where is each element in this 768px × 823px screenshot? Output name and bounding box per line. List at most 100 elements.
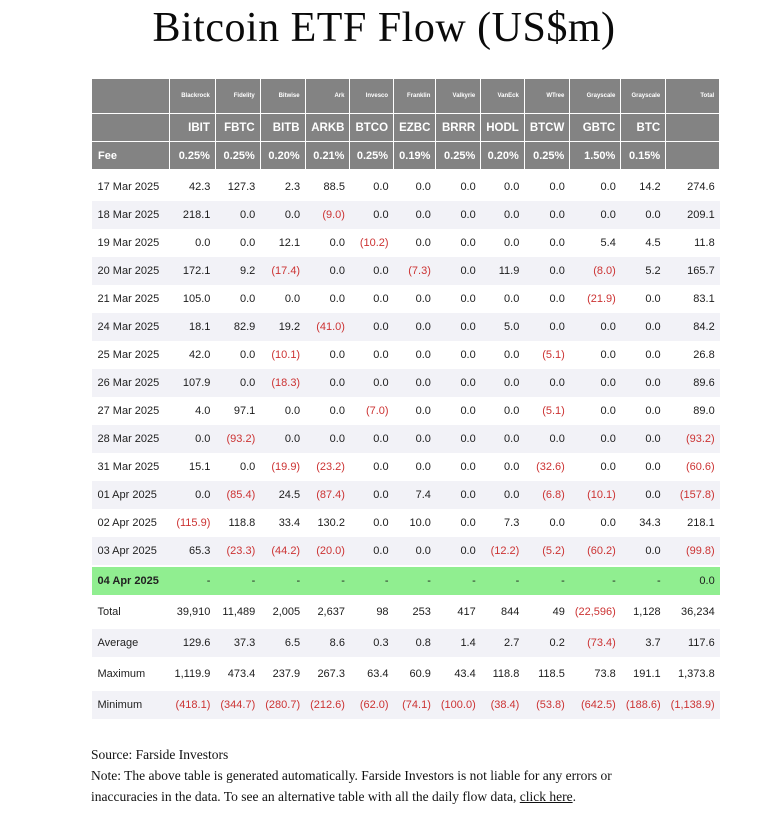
summary-value-cell: (642.5) <box>569 688 621 719</box>
click-here-link[interactable]: click here <box>519 788 573 804</box>
flow-value-cell: 0.0 <box>504 349 520 361</box>
flow-value-cell: (5.1) <box>542 405 565 417</box>
page-title: Bitcoin ETF Flow (US$m) <box>152 5 616 51</box>
fee-cell: 0.19% <box>393 141 437 172</box>
summary-value-cell: 2.7 <box>480 626 525 659</box>
summary-value-cell: (100.0) <box>435 688 481 719</box>
fee-cell: 0.15% <box>620 141 667 172</box>
table-row: 03 Apr 2025 65.3 (23.3) (44.2) (20.0) 0.0 0.0 0… <box>91 537 720 566</box>
flow-value-cell: 42.0 <box>188 349 211 361</box>
date-cell: 20 Mar 2025 <box>91 257 170 285</box>
summary-value-cell: 1.4 <box>435 626 481 659</box>
issuer-header: Invesco <box>349 78 395 114</box>
date-cell: 31 Mar 2025 <box>97 461 160 473</box>
flow-value-cell: 42.3 <box>169 169 216 201</box>
total-value-cell: 89.0 <box>693 405 715 417</box>
flow-value-cell: 14.2 <box>620 169 666 201</box>
ticker-header: BTCW <box>523 113 571 142</box>
flow-value-cell: 0.0 <box>480 369 525 397</box>
flow-value-cell: - <box>569 565 621 597</box>
summary-value-cell: 6.5 <box>260 626 306 659</box>
flow-value-cell: 0.0 <box>260 425 306 453</box>
flow-value-cell: 65.3 <box>169 537 216 566</box>
fee-cell: 0.25% <box>214 141 261 172</box>
table-row: 04 Apr 2025- - - - - - - - - - -0.0 <box>91 565 720 597</box>
date-cell: 24 Mar 2025 <box>91 313 170 341</box>
flow-value-cell: 0.0 <box>393 201 436 229</box>
flow-value-cell: 18.1 <box>169 313 216 341</box>
flow-value-cell: 0.0 <box>620 313 666 341</box>
flow-value-cell: 0.0 <box>645 293 661 305</box>
flow-value-cell: 0.0 <box>415 349 431 361</box>
ticker-header: EZBC <box>393 113 437 142</box>
fee-cell: 0.25% <box>169 141 216 172</box>
table-row: 01 Apr 2025 0.0 (85.4) 24.5 (87.4) 0.0 7.4 0.0 0… <box>91 481 720 509</box>
flow-value-cell: 0.0 <box>373 349 389 361</box>
blank-header <box>665 113 721 142</box>
summary-value-cell: 253 <box>393 595 436 628</box>
summary-value-cell: 118.8 <box>480 657 525 690</box>
flow-value-cell: (20.0) <box>305 537 350 566</box>
flow-value-cell: (87.4) <box>305 481 350 509</box>
total-value-cell: 0.0 <box>665 565 720 597</box>
issuer-header: Fidelity <box>214 78 261 114</box>
flow-value-cell: 0.0 <box>415 237 431 249</box>
summary-label-cell: Minimum <box>91 688 170 719</box>
flow-value-cell: - <box>524 565 570 597</box>
summary-value-cell: 8.6 <box>305 626 350 659</box>
summary-value-cell: 1,128 <box>620 595 666 628</box>
flow-value-cell: 0.0 <box>393 169 436 201</box>
summary-value-cell: 118.5 <box>524 657 570 690</box>
flow-value-cell: 0.0 <box>504 405 520 417</box>
flow-value-cell: 0.0 <box>549 517 565 529</box>
flow-value-cell: 0.0 <box>600 405 616 417</box>
flow-value-cell: 0.0 <box>645 461 661 473</box>
summary-value-cell: (280.7) <box>260 688 306 719</box>
flow-value-cell: 130.2 <box>317 517 345 529</box>
flow-value-cell: 0.0 <box>524 257 570 285</box>
issuer-header: Blackrock <box>169 78 216 114</box>
flow-value-cell: 7.4 <box>393 481 436 509</box>
flow-value-cell: 0.0 <box>239 461 256 473</box>
flow-value-cell: - <box>305 565 350 597</box>
flow-value-cell: 0.0 <box>260 201 306 229</box>
summary-value-cell: 2,637 <box>305 595 350 628</box>
flow-value-cell: 0.0 <box>305 369 350 397</box>
flow-value-cell: 0.0 <box>645 405 661 417</box>
flow-value-cell: 0.0 <box>620 425 666 453</box>
flow-value-cell: 0.0 <box>435 537 481 566</box>
flow-value-cell: 0.0 <box>435 313 481 341</box>
summary-value-cell: 267.3 <box>305 657 350 690</box>
flow-value-cell: 0.0 <box>600 517 616 529</box>
fee-cell: 0.20% <box>480 141 525 172</box>
fee-cell: 0.21% <box>304 141 351 172</box>
flow-value-cell: (41.0) <box>305 313 350 341</box>
flow-value-cell: (10.1) <box>569 481 621 509</box>
flow-value-cell: 0.0 <box>435 369 481 397</box>
table-row: 24 Mar 2025 18.1 82.9 19.2 (41.0) 0.0 0.0 0.0 5.… <box>91 313 720 341</box>
flow-value-cell: - <box>620 565 666 597</box>
flow-value-cell: (7.3) <box>393 257 436 285</box>
flow-value-cell: (10.1) <box>271 349 301 361</box>
summary-value-cell: 60.9 <box>393 657 436 690</box>
flow-value-cell: 5.2 <box>620 257 666 285</box>
flow-value-cell: 0.0 <box>620 481 666 509</box>
table-row: 27 Mar 2025 4.0 97.1 0.0 0.0 (7.0) 0.0 0.0 0.0 (5… <box>92 397 720 425</box>
flow-value-cell: 0.0 <box>460 461 476 473</box>
etf-flow-table-container: Blackrock Fidelity Bitwise Ark Invesco Frankl… <box>91 78 768 719</box>
flow-value-cell: 105.0 <box>182 293 211 305</box>
summary-value-cell: (212.6) <box>305 688 350 719</box>
flow-value-cell: 0.0 <box>329 293 345 305</box>
flow-value-cell: 0.0 <box>329 405 345 417</box>
note-suffix: . <box>572 788 576 804</box>
flow-value-cell: 88.5 <box>305 169 350 201</box>
summary-row: Average 129.6 37.3 6.5 8.6 0.3 0.8 1.4 2.7 0.2 (73… <box>91 626 720 659</box>
flow-value-cell: (6.8) <box>524 481 570 509</box>
fee-cell: 1.50% <box>569 141 622 172</box>
flow-value-cell: 0.0 <box>393 537 436 566</box>
date-cell: 02 Apr 2025 <box>97 517 157 529</box>
flow-value-cell: (18.3) <box>260 369 306 397</box>
flow-value-cell: (21.9) <box>587 293 616 305</box>
flow-value-cell: 19.2 <box>260 313 306 341</box>
summary-value-cell: (188.6) <box>620 688 666 719</box>
